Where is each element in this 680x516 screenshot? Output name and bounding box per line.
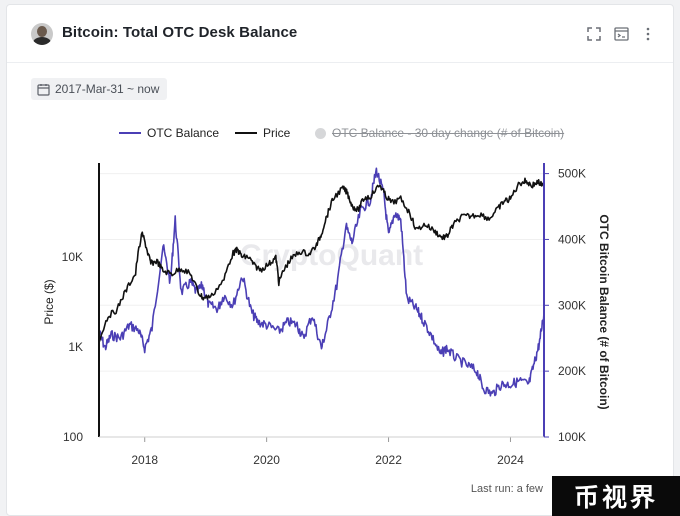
author-avatar[interactable] [31, 23, 53, 45]
chart-card: Bitcoin: Total OTC Desk Balance 2017-Mar… [6, 4, 674, 516]
y-right-axis-title: OTC Bitcoin Balance (# of Bitcoin) [597, 214, 611, 409]
card-header: Bitcoin: Total OTC Desk Balance [7, 5, 673, 63]
legend-item-otc-change[interactable]: OTC Balance - 30 day change (# of Bitcoi… [315, 126, 564, 140]
y-left-axis-title: Price ($) [42, 279, 56, 324]
otc-balance-series-line [98, 167, 545, 397]
y-right-tick-label: 300K [558, 298, 586, 312]
y-right-tick-label: 200K [558, 364, 586, 378]
x-tick-label: 2024 [497, 453, 524, 467]
y-right-tick-label: 500K [558, 167, 586, 181]
more-vertical-icon[interactable] [639, 25, 657, 43]
y-left-tick-label: 100 [63, 430, 83, 444]
date-range-filter[interactable]: 2017-Mar-31 ~ now [31, 78, 168, 100]
legend-label-otc-change: OTC Balance - 30 day change (# of Bitcoi… [332, 126, 565, 140]
y-right-tick-label: 400K [558, 232, 586, 246]
y-right-tick-label: 100K [558, 430, 586, 444]
legend-item-otc-balance[interactable]: OTC Balance [119, 126, 219, 140]
y-left-tick-label: 10K [62, 250, 83, 264]
calendar-icon [37, 83, 50, 96]
fullscreen-icon[interactable] [585, 25, 603, 43]
legend-item-price[interactable]: Price [235, 126, 290, 140]
chart-legend: OTC Balance Price OTC Balance - 30 day c… [7, 126, 673, 142]
terminal-icon[interactable] [612, 25, 630, 43]
chart-title: Bitcoin: Total OTC Desk Balance [62, 24, 298, 41]
x-tick-label: 2020 [253, 453, 280, 467]
date-range-label: 2017-Mar-31 ~ now [55, 82, 160, 96]
y-left-tick-label: 1K [68, 340, 83, 354]
legend-label-otc-balance: OTC Balance [147, 126, 220, 140]
x-tick-label: 2018 [131, 453, 158, 467]
price-series-line [98, 177, 545, 343]
x-tick-label: 2022 [375, 453, 402, 467]
watermark: CryptoQuant [240, 239, 423, 272]
chart-plot: CryptoQuant 2018 2020 2022 2024 100 1K 10K 100K 2… [42, 163, 611, 467]
last-run-label: Last run: a few [470, 483, 543, 495]
site-stamp: 币视界 [552, 476, 680, 516]
legend-label-price: Price [263, 126, 291, 140]
